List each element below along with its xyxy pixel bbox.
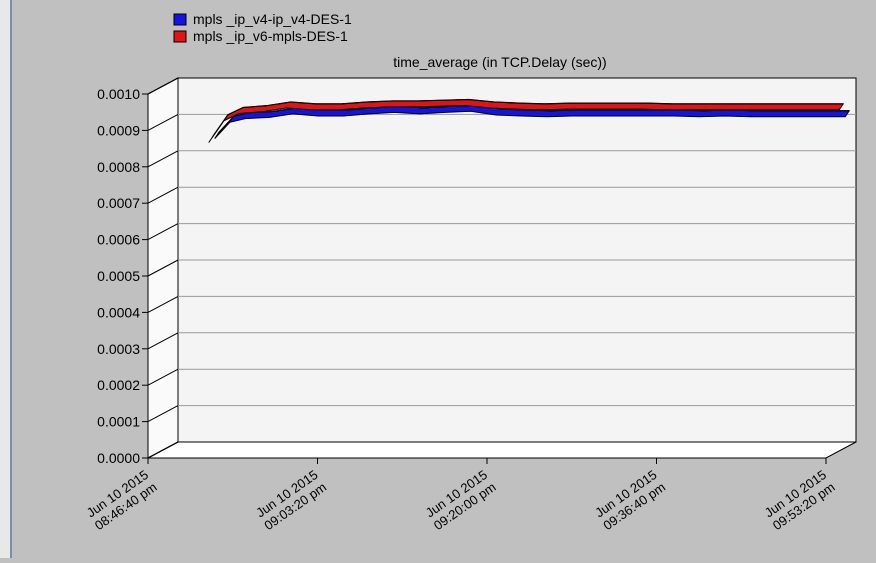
y-tick-label: 0.0006	[97, 232, 140, 248]
panel-left-border	[0, 0, 12, 558]
y-tick-label: 0.0009	[97, 122, 140, 138]
legend-label: mpls _ip_v6-mpls-DES-1	[193, 28, 348, 44]
legend-swatch	[174, 14, 186, 25]
legend-swatch	[174, 31, 186, 42]
chart-title: time_average (in TCP.Delay (sec))	[393, 54, 606, 70]
y-tick-label: 0.0005	[97, 268, 140, 284]
y-tick-label: 0.0001	[97, 414, 140, 430]
plot-frame	[148, 78, 856, 458]
plot-floor	[148, 442, 856, 458]
legend-label: mpls _ip_v4-ip_v4-DES-1	[193, 11, 352, 27]
y-tick-label: 0.0000	[97, 450, 140, 466]
y-tick-label: 0.0007	[97, 195, 140, 211]
y-tick-label: 0.0003	[97, 341, 140, 357]
y-tick-label: 0.0002	[97, 377, 140, 393]
y-tick-label: 0.0004	[97, 304, 140, 320]
y-axis: 0.0000 0.0001 0.0002 0.0003 0.0004 0.0005 0.00…	[97, 86, 148, 466]
y-tick-label: 0.0010	[97, 86, 140, 102]
y-tick-label: 0.0008	[97, 159, 140, 175]
